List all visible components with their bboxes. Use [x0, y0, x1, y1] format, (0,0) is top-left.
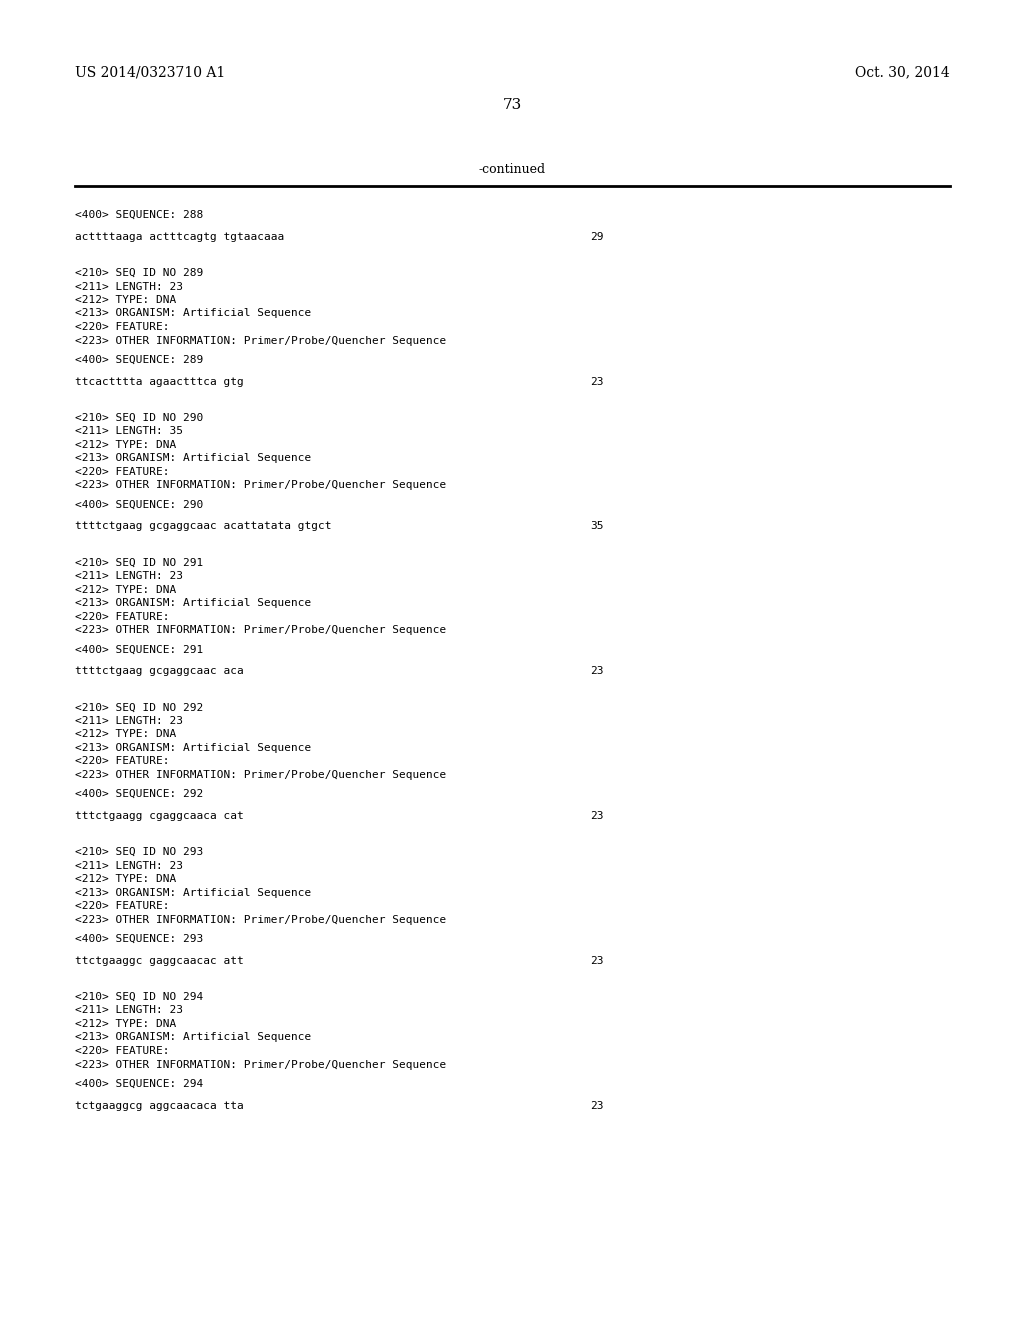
- Text: <212> TYPE: DNA: <212> TYPE: DNA: [75, 730, 176, 739]
- Text: <400> SEQUENCE: 290: <400> SEQUENCE: 290: [75, 499, 203, 510]
- Text: <213> ORGANISM: Artificial Sequence: <213> ORGANISM: Artificial Sequence: [75, 453, 311, 463]
- Text: ttcactttta agaactttca gtg: ttcactttta agaactttca gtg: [75, 376, 244, 387]
- Text: <212> TYPE: DNA: <212> TYPE: DNA: [75, 874, 176, 884]
- Text: 23: 23: [590, 1101, 603, 1110]
- Text: <213> ORGANISM: Artificial Sequence: <213> ORGANISM: Artificial Sequence: [75, 887, 311, 898]
- Text: <223> OTHER INFORMATION: Primer/Probe/Quencher Sequence: <223> OTHER INFORMATION: Primer/Probe/Qu…: [75, 335, 446, 346]
- Text: <212> TYPE: DNA: <212> TYPE: DNA: [75, 585, 176, 594]
- Text: <400> SEQUENCE: 288: <400> SEQUENCE: 288: [75, 210, 203, 220]
- Text: <210> SEQ ID NO 290: <210> SEQ ID NO 290: [75, 413, 203, 422]
- Text: <220> FEATURE:: <220> FEATURE:: [75, 756, 170, 767]
- Text: <213> ORGANISM: Artificial Sequence: <213> ORGANISM: Artificial Sequence: [75, 309, 311, 318]
- Text: <220> FEATURE:: <220> FEATURE:: [75, 322, 170, 333]
- Text: <223> OTHER INFORMATION: Primer/Probe/Quencher Sequence: <223> OTHER INFORMATION: Primer/Probe/Qu…: [75, 915, 446, 925]
- Text: ttctgaaggc gaggcaacac att: ttctgaaggc gaggcaacac att: [75, 956, 244, 966]
- Text: <211> LENGTH: 35: <211> LENGTH: 35: [75, 426, 183, 437]
- Text: <223> OTHER INFORMATION: Primer/Probe/Quencher Sequence: <223> OTHER INFORMATION: Primer/Probe/Qu…: [75, 480, 446, 490]
- Text: 23: 23: [590, 376, 603, 387]
- Text: <211> LENGTH: 23: <211> LENGTH: 23: [75, 281, 183, 292]
- Text: 29: 29: [590, 232, 603, 242]
- Text: 23: 23: [590, 810, 603, 821]
- Text: -continued: -continued: [478, 162, 546, 176]
- Text: <400> SEQUENCE: 289: <400> SEQUENCE: 289: [75, 355, 203, 364]
- Text: <210> SEQ ID NO 289: <210> SEQ ID NO 289: [75, 268, 203, 279]
- Text: <223> OTHER INFORMATION: Primer/Probe/Quencher Sequence: <223> OTHER INFORMATION: Primer/Probe/Qu…: [75, 1060, 446, 1069]
- Text: <400> SEQUENCE: 294: <400> SEQUENCE: 294: [75, 1078, 203, 1089]
- Text: US 2014/0323710 A1: US 2014/0323710 A1: [75, 65, 225, 79]
- Text: ttttctgaag gcgaggcaac acattatata gtgct: ttttctgaag gcgaggcaac acattatata gtgct: [75, 521, 332, 532]
- Text: <223> OTHER INFORMATION: Primer/Probe/Quencher Sequence: <223> OTHER INFORMATION: Primer/Probe/Qu…: [75, 626, 446, 635]
- Text: Oct. 30, 2014: Oct. 30, 2014: [855, 65, 950, 79]
- Text: <220> FEATURE:: <220> FEATURE:: [75, 611, 170, 622]
- Text: tctgaaggcg aggcaacaca tta: tctgaaggcg aggcaacaca tta: [75, 1101, 244, 1110]
- Text: <400> SEQUENCE: 291: <400> SEQUENCE: 291: [75, 644, 203, 655]
- Text: 73: 73: [503, 98, 521, 112]
- Text: <211> LENGTH: 23: <211> LENGTH: 23: [75, 572, 183, 581]
- Text: 23: 23: [590, 956, 603, 966]
- Text: <210> SEQ ID NO 292: <210> SEQ ID NO 292: [75, 702, 203, 713]
- Text: <213> ORGANISM: Artificial Sequence: <213> ORGANISM: Artificial Sequence: [75, 743, 311, 752]
- Text: acttttaaga actttcagtg tgtaacaaa: acttttaaga actttcagtg tgtaacaaa: [75, 232, 285, 242]
- Text: <400> SEQUENCE: 292: <400> SEQUENCE: 292: [75, 789, 203, 799]
- Text: <220> FEATURE:: <220> FEATURE:: [75, 467, 170, 477]
- Text: <210> SEQ ID NO 294: <210> SEQ ID NO 294: [75, 993, 203, 1002]
- Text: <211> LENGTH: 23: <211> LENGTH: 23: [75, 715, 183, 726]
- Text: <212> TYPE: DNA: <212> TYPE: DNA: [75, 294, 176, 305]
- Text: <211> LENGTH: 23: <211> LENGTH: 23: [75, 861, 183, 871]
- Text: <220> FEATURE:: <220> FEATURE:: [75, 902, 170, 911]
- Text: <211> LENGTH: 23: <211> LENGTH: 23: [75, 1006, 183, 1015]
- Text: <213> ORGANISM: Artificial Sequence: <213> ORGANISM: Artificial Sequence: [75, 1032, 311, 1043]
- Text: <212> TYPE: DNA: <212> TYPE: DNA: [75, 1019, 176, 1030]
- Text: 23: 23: [590, 667, 603, 676]
- Text: tttctgaagg cgaggcaaca cat: tttctgaagg cgaggcaaca cat: [75, 810, 244, 821]
- Text: <220> FEATURE:: <220> FEATURE:: [75, 1045, 170, 1056]
- Text: ttttctgaag gcgaggcaac aca: ttttctgaag gcgaggcaac aca: [75, 667, 244, 676]
- Text: <210> SEQ ID NO 291: <210> SEQ ID NO 291: [75, 557, 203, 568]
- Text: <210> SEQ ID NO 293: <210> SEQ ID NO 293: [75, 847, 203, 857]
- Text: <223> OTHER INFORMATION: Primer/Probe/Quencher Sequence: <223> OTHER INFORMATION: Primer/Probe/Qu…: [75, 770, 446, 780]
- Text: <212> TYPE: DNA: <212> TYPE: DNA: [75, 440, 176, 450]
- Text: <400> SEQUENCE: 293: <400> SEQUENCE: 293: [75, 935, 203, 944]
- Text: <213> ORGANISM: Artificial Sequence: <213> ORGANISM: Artificial Sequence: [75, 598, 311, 609]
- Text: 35: 35: [590, 521, 603, 532]
